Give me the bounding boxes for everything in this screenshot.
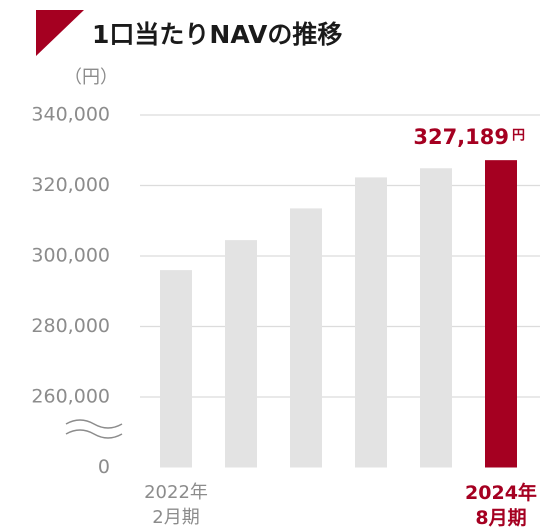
y-tick-label: 280,000 [31, 315, 110, 337]
value-label-unit: 円 [512, 129, 525, 144]
y-tick-label: 0 [98, 456, 110, 478]
y-tick-label: 260,000 [31, 386, 110, 408]
axis-break [65, 419, 123, 439]
bar [420, 168, 452, 468]
bar [160, 270, 192, 468]
y-tick-label: 340,000 [31, 104, 110, 126]
chart-title: 1口当たりNAVの推移 [92, 20, 342, 49]
bar [290, 208, 322, 468]
y-tick-label: 320,000 [31, 174, 110, 196]
bar [485, 160, 517, 468]
bar [225, 240, 257, 468]
bar [355, 177, 387, 468]
x-tick-label: 2022年 2月期 [144, 482, 208, 528]
value-label: 327,189 [413, 125, 509, 149]
title-icon [36, 10, 84, 56]
x-tick-label: 2024年 8月期 [465, 481, 537, 529]
y-tick-label: 300,000 [31, 245, 110, 267]
y-unit: （円） [64, 67, 118, 88]
